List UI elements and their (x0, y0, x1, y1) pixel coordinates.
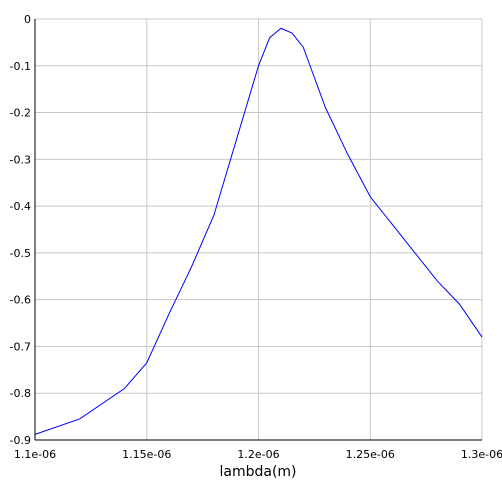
x-tick-label: 1.2e-06 (237, 448, 279, 461)
y-tick-label: -0.1 (10, 60, 31, 73)
y-tick-label: -0.8 (10, 387, 31, 400)
x-tick-label: 1.1e-06 (14, 448, 56, 461)
y-tick-label: -0.9 (10, 434, 31, 447)
y-tick-label: -0.5 (10, 247, 31, 260)
y-tick-label: -0.7 (10, 340, 31, 353)
y-tick-label: -0.2 (10, 107, 31, 120)
x-tick-label: 1.25e-06 (346, 448, 395, 461)
x-tick-label: 1.3e-06 (461, 448, 502, 461)
x-axis-label: lambda(m) (219, 464, 296, 480)
y-tick-label: -0.4 (10, 200, 31, 213)
y-tick-label: -0.6 (10, 294, 31, 307)
data-line (34, 27, 483, 435)
y-tick-label: 0 (24, 13, 31, 26)
y-tick-label: -0.3 (10, 153, 31, 166)
x-tick-label: 1.15e-06 (122, 448, 171, 461)
